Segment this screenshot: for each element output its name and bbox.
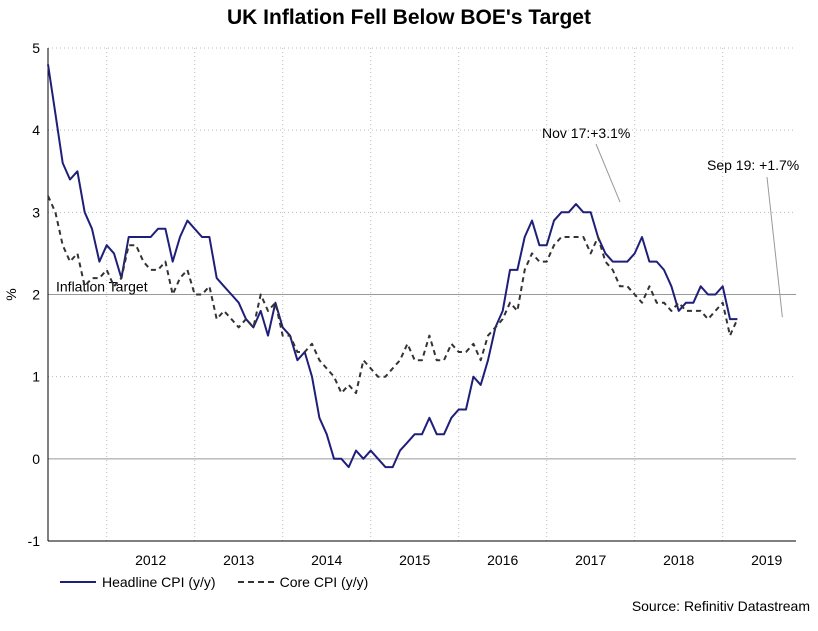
annotations: Nov 17:+3.1% Sep 19: +1.7% <box>542 125 799 318</box>
legend-swatch-core <box>237 581 274 583</box>
annotation-label-latest: Sep 19: +1.7% <box>707 157 799 173</box>
y-tick-label--1: -1 <box>28 533 41 549</box>
x-tick-label-2018: 2018 <box>663 552 694 568</box>
annotation-leader-peak <box>595 143 621 203</box>
y-tick-label-3: 3 <box>32 204 40 220</box>
y-tick-label-0: 0 <box>32 451 40 467</box>
x-tick-label-2015: 2015 <box>399 552 430 568</box>
series-line-core-cpi <box>47 195 739 395</box>
axes: -1 0 1 2 3 4 5 2012 2013 2014 2015 2016 2017 2018 2019… <box>3 40 796 568</box>
x-tick-label-2016: 2016 <box>487 552 518 568</box>
legend-item-core[interactable]: Core CPI (y/y) <box>237 574 369 590</box>
y-axis-label: % <box>3 288 19 300</box>
legend-item-headline[interactable]: Headline CPI (y/y) <box>60 574 216 590</box>
chart-title: UK Inflation Fell Below BOE's Target <box>227 6 591 29</box>
x-tick-label-2013: 2013 <box>223 552 254 568</box>
legend-label-core: Core CPI (y/y) <box>279 574 369 590</box>
legend-swatch-headline <box>60 581 96 583</box>
y-tick-label-4: 4 <box>32 122 40 138</box>
y-tick-label-5: 5 <box>32 40 40 56</box>
legend-label-headline: Headline CPI (y/y) <box>102 574 216 590</box>
x-tick-label-2014: 2014 <box>311 552 342 568</box>
y-tick-label-1: 1 <box>32 369 40 385</box>
inflation-target-label: Inflation Target <box>56 279 148 295</box>
annotation-label-peak: Nov 17:+3.1% <box>542 125 630 141</box>
legend: Headline CPI (y/y) Core CPI (y/y) <box>60 574 390 590</box>
x-tick-label-2019: 2019 <box>751 552 782 568</box>
annotation-leader-latest <box>766 176 783 318</box>
series-lines <box>47 64 739 469</box>
y-tick-label-2: 2 <box>32 287 40 303</box>
reference-lines: Inflation Target <box>48 279 796 460</box>
source-note: Source: Refinitiv Datastream <box>631 598 810 614</box>
series-line-headline-cpi <box>47 64 738 469</box>
x-tick-label-2017: 2017 <box>575 552 606 568</box>
x-tick-label-2012: 2012 <box>135 552 166 568</box>
